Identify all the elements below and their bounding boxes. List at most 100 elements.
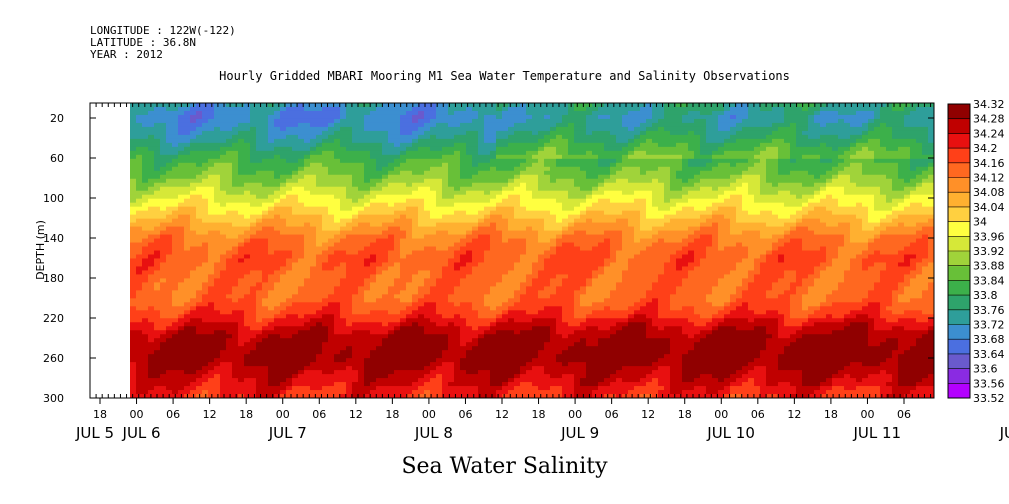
heatmap-cell xyxy=(130,326,137,331)
heatmap-cell xyxy=(154,282,161,287)
heatmap-cell xyxy=(286,214,293,220)
heatmap-cell xyxy=(274,238,281,244)
heatmap-cell xyxy=(412,234,419,240)
heatmap-cell xyxy=(406,370,413,375)
heatmap-cell xyxy=(196,206,203,212)
heatmap-cell xyxy=(508,230,515,236)
heatmap-cell xyxy=(394,346,401,351)
heatmap-cell xyxy=(340,294,347,299)
heatmap-cell xyxy=(388,174,395,180)
heatmap-cell xyxy=(394,154,401,160)
heatmap-cell xyxy=(130,162,137,168)
heatmap-cell xyxy=(370,342,377,347)
heatmap-cell xyxy=(478,286,485,291)
heatmap-cell xyxy=(130,342,137,347)
heatmap-cell xyxy=(250,338,257,343)
heatmap-cell xyxy=(292,198,299,204)
heatmap-cell xyxy=(172,250,179,256)
heatmap-cell xyxy=(454,122,461,128)
heatmap-cell xyxy=(208,202,215,208)
heatmap-cell xyxy=(136,278,143,283)
heatmap-cell xyxy=(190,222,197,228)
heatmap-cell xyxy=(466,350,473,355)
heatmap-cell xyxy=(364,126,371,132)
heatmap-cell xyxy=(154,270,161,276)
heatmap-cell xyxy=(274,326,281,331)
heatmap-cell xyxy=(202,114,209,120)
heatmap-cell xyxy=(466,158,473,164)
heatmap-cell xyxy=(388,374,395,379)
heatmap-cell xyxy=(136,246,143,252)
heatmap-cell xyxy=(514,266,521,272)
heatmap-cell xyxy=(220,302,227,307)
heatmap-cell xyxy=(286,170,293,176)
heatmap-cell xyxy=(496,114,503,120)
heatmap-cell xyxy=(436,322,443,327)
heatmap-cell xyxy=(274,374,281,379)
heatmap-cell xyxy=(364,278,371,283)
heatmap-cell xyxy=(322,338,329,343)
heatmap-cell xyxy=(436,238,443,244)
heatmap-cell xyxy=(130,282,137,287)
heatmap-cell xyxy=(196,270,203,276)
heatmap-cell xyxy=(418,250,425,256)
heatmap-cell xyxy=(262,186,269,192)
heatmap-cell xyxy=(472,142,479,148)
heatmap-cell xyxy=(214,370,221,375)
heatmap-cell xyxy=(250,218,257,224)
heatmap-cell xyxy=(514,354,521,359)
heatmap-cell xyxy=(520,354,527,359)
heatmap-cell xyxy=(310,374,317,379)
heatmap-cell xyxy=(220,178,227,184)
heatmap-cell xyxy=(340,122,347,128)
heatmap-cell xyxy=(322,146,329,152)
heatmap-cell xyxy=(280,134,287,140)
heatmap-cell xyxy=(220,130,227,136)
heatmap-cell xyxy=(286,202,293,208)
heatmap-cell xyxy=(412,322,419,327)
heatmap-cell xyxy=(142,190,149,196)
heatmap-cell xyxy=(232,142,239,148)
heatmap-cell xyxy=(532,142,539,148)
heatmap-cell xyxy=(472,242,479,248)
heatmap-cell xyxy=(256,126,263,132)
heatmap-cell xyxy=(520,154,527,160)
heatmap-cell xyxy=(190,362,197,367)
heatmap-cell xyxy=(418,222,425,228)
heatmap-cell xyxy=(298,106,305,112)
heatmap-cell xyxy=(286,270,293,276)
heatmap-cell xyxy=(430,370,437,375)
heatmap-cell xyxy=(136,110,143,116)
heatmap-cell xyxy=(340,318,347,323)
heatmap-cell xyxy=(238,206,245,212)
heatmap-cell xyxy=(364,166,371,172)
heatmap-cell xyxy=(298,390,305,395)
heatmap-cell xyxy=(136,210,143,216)
heatmap-cell xyxy=(280,126,287,132)
heatmap-cell xyxy=(208,242,215,248)
heatmap-cell xyxy=(148,158,155,164)
heatmap-cell xyxy=(454,282,461,287)
heatmap-cell xyxy=(268,122,275,128)
heatmap-cell xyxy=(190,282,197,287)
heatmap-cell xyxy=(310,103,317,108)
heatmap-cell xyxy=(448,358,455,363)
heatmap-cell xyxy=(412,258,419,264)
heatmap-cell xyxy=(478,122,485,128)
heatmap-cell xyxy=(130,262,137,268)
heatmap-cell xyxy=(508,106,515,112)
heatmap-cell xyxy=(298,374,305,379)
heatmap-cell xyxy=(364,186,371,192)
heatmap-cell xyxy=(418,142,425,148)
heatmap-cell xyxy=(208,142,215,148)
heatmap-cell xyxy=(442,306,449,311)
heatmap-cell xyxy=(394,170,401,176)
heatmap-cell xyxy=(154,198,161,204)
heatmap-cell xyxy=(340,206,347,212)
heatmap-cell xyxy=(424,322,431,327)
heatmap-cell xyxy=(268,298,275,303)
heatmap-cell xyxy=(178,218,185,224)
heatmap-cell xyxy=(418,258,425,264)
heatmap-cell xyxy=(316,190,323,196)
heatmap-cell xyxy=(220,174,227,180)
